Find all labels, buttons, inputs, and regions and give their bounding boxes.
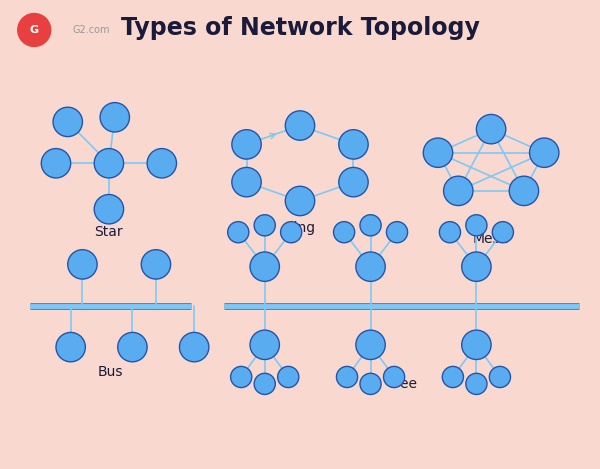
Ellipse shape (439, 222, 461, 243)
Text: Bus: Bus (98, 365, 124, 379)
Ellipse shape (250, 330, 280, 360)
Ellipse shape (530, 138, 559, 167)
Ellipse shape (339, 167, 368, 197)
Ellipse shape (337, 366, 358, 387)
Ellipse shape (286, 111, 315, 140)
Ellipse shape (179, 333, 209, 362)
Text: G: G (29, 25, 39, 35)
Text: Ring: Ring (284, 221, 316, 235)
Text: Mesh: Mesh (473, 232, 509, 246)
Ellipse shape (18, 14, 50, 46)
Ellipse shape (492, 222, 514, 243)
Ellipse shape (443, 176, 473, 205)
Ellipse shape (423, 138, 452, 167)
Ellipse shape (442, 366, 463, 387)
Ellipse shape (509, 176, 539, 205)
Ellipse shape (41, 149, 71, 178)
Ellipse shape (360, 373, 381, 394)
Ellipse shape (386, 222, 407, 243)
Ellipse shape (100, 103, 130, 132)
Ellipse shape (254, 373, 275, 394)
Ellipse shape (462, 252, 491, 281)
Ellipse shape (466, 373, 487, 394)
Ellipse shape (286, 186, 315, 216)
Ellipse shape (466, 215, 487, 236)
Ellipse shape (68, 250, 97, 279)
Ellipse shape (227, 222, 249, 243)
Ellipse shape (490, 366, 511, 387)
Ellipse shape (476, 114, 506, 144)
Ellipse shape (356, 252, 385, 281)
Ellipse shape (383, 366, 404, 387)
Text: Types of Network Topology: Types of Network Topology (121, 16, 479, 40)
Ellipse shape (278, 366, 299, 387)
Ellipse shape (141, 250, 170, 279)
Ellipse shape (53, 107, 82, 136)
Ellipse shape (281, 222, 302, 243)
Text: Tree: Tree (388, 377, 418, 391)
Ellipse shape (118, 333, 147, 362)
Text: Star: Star (95, 225, 123, 239)
Ellipse shape (339, 130, 368, 159)
Ellipse shape (94, 149, 124, 178)
Ellipse shape (462, 330, 491, 360)
Ellipse shape (94, 195, 124, 224)
Ellipse shape (147, 149, 176, 178)
Text: G2.com: G2.com (73, 25, 110, 35)
Ellipse shape (230, 366, 252, 387)
Ellipse shape (360, 215, 381, 236)
Ellipse shape (232, 130, 261, 159)
Ellipse shape (56, 333, 85, 362)
Ellipse shape (254, 215, 275, 236)
Ellipse shape (356, 330, 385, 360)
Ellipse shape (250, 252, 280, 281)
Ellipse shape (334, 222, 355, 243)
Ellipse shape (232, 167, 261, 197)
